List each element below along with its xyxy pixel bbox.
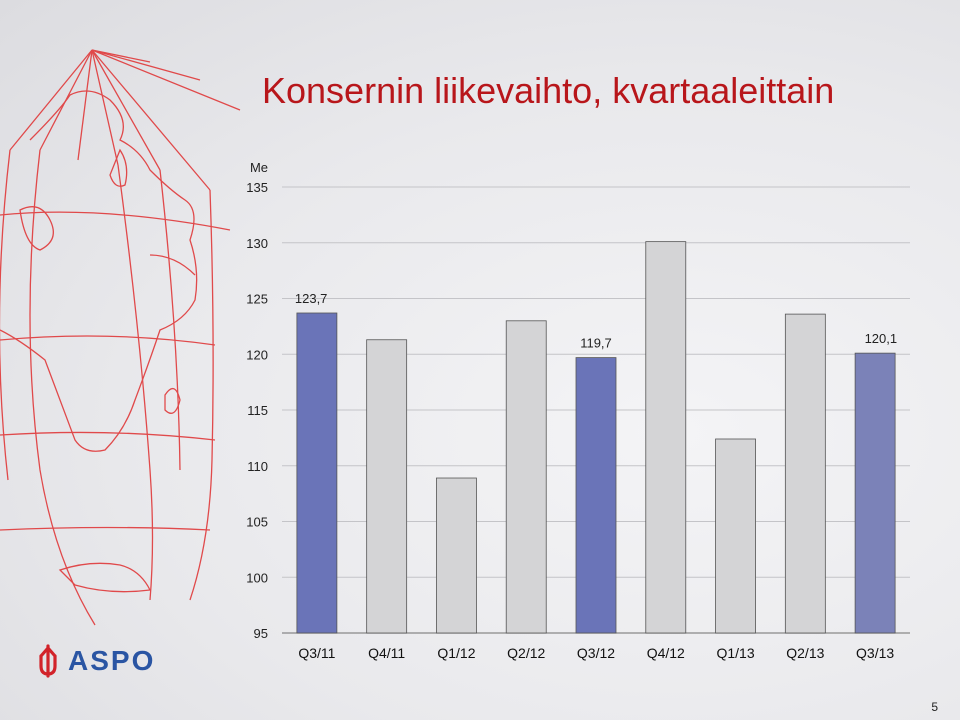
x-tick-label: Q3/12 [577,645,615,661]
x-tick-label: Q2/12 [507,645,545,661]
x-tick-label: Q3/11 [298,645,335,661]
bar-q1-13 [715,438,756,634]
y-axis-ticks: 95 100 105 110 115 120 125 130 135 [246,180,268,641]
y-tick-label: 135 [246,180,268,195]
aspo-logo: ASPO [36,644,155,678]
y-tick-label: 125 [246,292,268,307]
bar-q1-12 [436,477,477,634]
y-tick-label: 120 [246,347,268,362]
x-tick-label: Q4/12 [647,645,685,661]
x-tick-label: Q2/13 [786,645,824,661]
bar-q3-12 [575,357,617,634]
bar-q2-13 [784,313,826,634]
aspo-logo-icon [39,644,57,678]
bar-q3-11 [296,312,338,634]
data-label: 119,7 [580,336,612,351]
y-axis-label: Me [250,160,268,175]
data-labels: 123,7 119,7 120,1 [295,291,897,351]
bars [296,241,896,634]
y-tick-label: 130 [246,236,268,251]
page-number: 5 [931,700,938,714]
aspo-logo-text: ASPO [68,645,156,676]
x-tick-label: Q4/11 [368,645,405,661]
x-tick-label: Q1/12 [437,645,475,661]
slide-title: Konsernin liikevaihto, kvartaaleittain [262,70,835,111]
y-tick-label: 100 [246,570,268,585]
y-tick-label: 105 [246,515,268,530]
y-tick-label: 110 [247,459,268,474]
data-label: 120,1 [865,331,898,346]
x-tick-label: Q3/13 [856,645,894,661]
data-label: 123,7 [295,291,328,306]
y-tick-label: 115 [247,403,268,418]
bar-q4-11 [366,339,408,634]
y-tick-label: 95 [254,626,268,641]
x-tick-label: Q1/13 [716,645,754,661]
bar-q4-12 [645,241,687,634]
x-axis-ticks: Q3/11 Q4/11 Q1/12 Q2/12 Q3/12 Q4/12 Q1/13 Q2/13… [298,645,894,661]
bar-q2-12 [505,320,547,634]
bar-q3-13 [854,352,896,634]
